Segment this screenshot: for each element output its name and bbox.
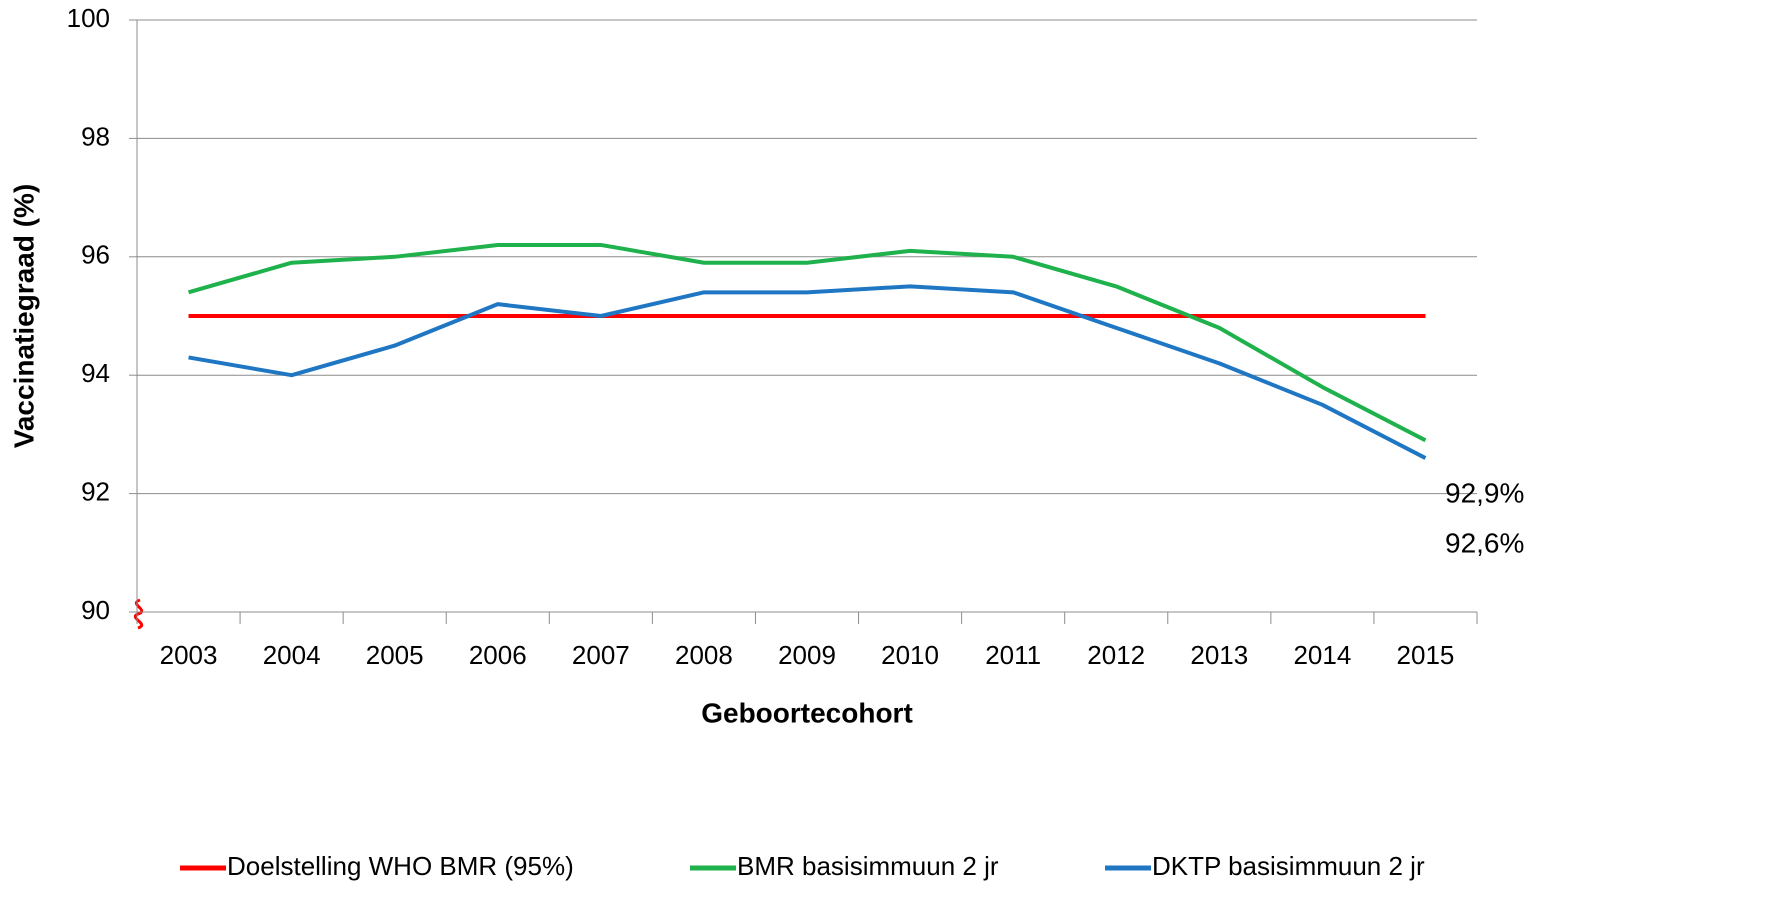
y-tick-label: 90 [81,595,110,625]
x-tick-label: 2003 [160,640,218,670]
x-tick-label: 2007 [572,640,630,670]
axis-break [133,598,144,630]
x-tick-label: 2014 [1293,640,1351,670]
y-tick-label: 100 [67,3,110,33]
y-axis-title: Vaccinatiegraad (%) [8,184,39,449]
x-tick-label: 2009 [778,640,836,670]
x-tick-label: 2004 [263,640,321,670]
x-tick-label: 2010 [881,640,939,670]
y-tick-label: 96 [81,240,110,270]
y-tick-label: 94 [81,358,110,388]
legend-label: Doelstelling WHO BMR (95%) [227,851,574,881]
x-tick-label: 2011 [985,640,1041,670]
x-tick-label: 2006 [469,640,527,670]
x-tick-label: 2015 [1397,640,1455,670]
y-tick-label: 92 [81,476,110,506]
line-series [188,284,1427,460]
data-label: 92,6% [1445,527,1524,558]
x-tick-label: 2008 [675,640,733,670]
legend-label: DKTP basisimmuun 2 jr [1152,851,1425,881]
data-label: 92,9% [1445,477,1524,508]
line-series [187,242,1427,443]
x-tick-label: 2005 [366,640,424,670]
x-tick-label: 2013 [1190,640,1248,670]
y-tick-label: 98 [81,121,110,151]
x-tick-label: 2012 [1087,640,1145,670]
x-axis-title: Geboortecohort [701,697,913,728]
legend-label: BMR basisimmuun 2 jr [737,851,999,881]
